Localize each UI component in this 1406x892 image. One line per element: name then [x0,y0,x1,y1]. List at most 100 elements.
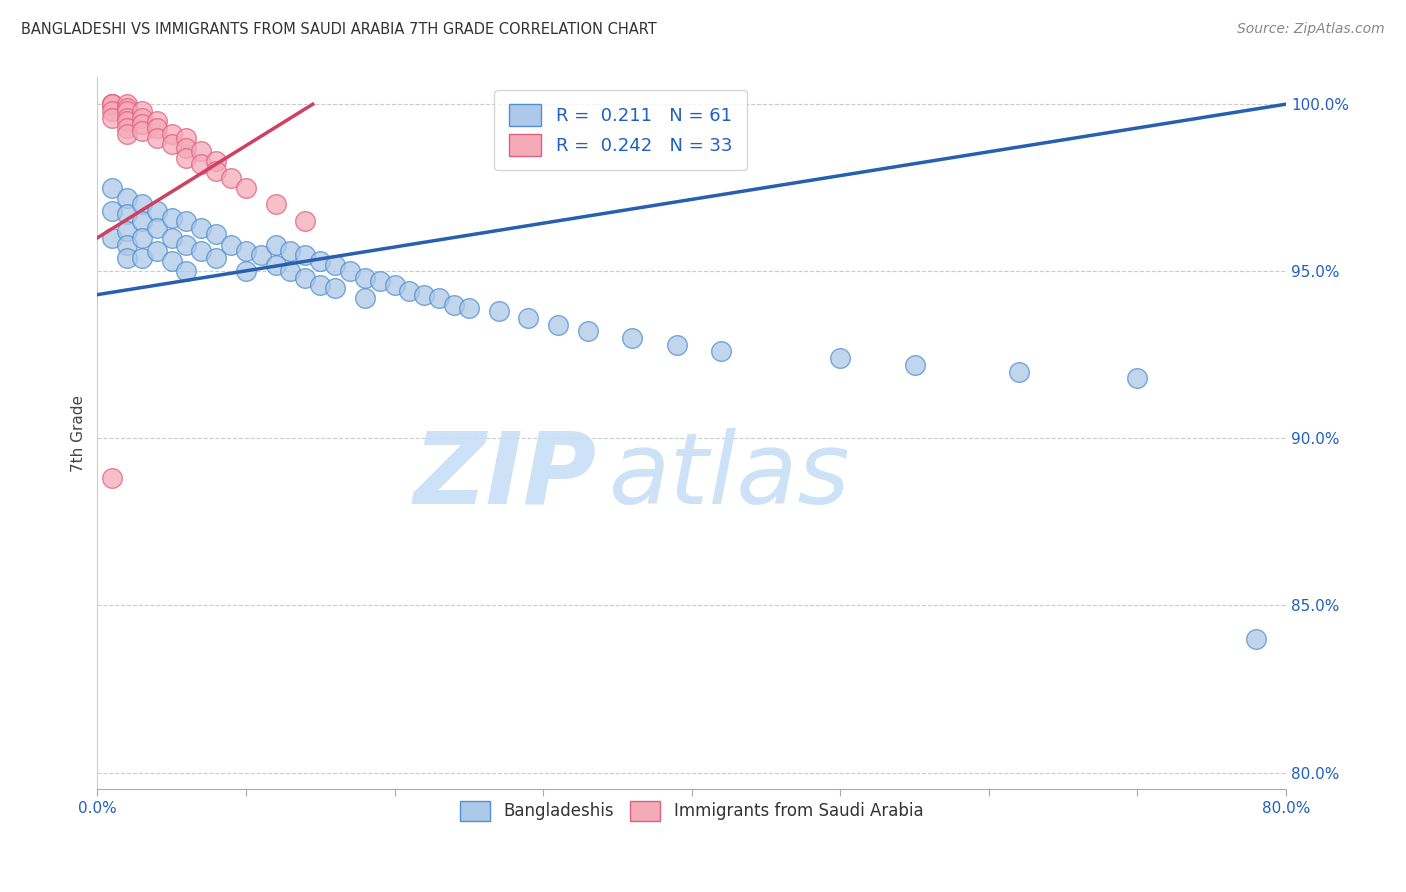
Text: atlas: atlas [609,427,851,524]
Point [190,144,212,158]
Point [176,237,198,252]
Point [190,157,212,171]
Point [101,231,124,245]
Point [131,214,153,228]
Point [1126,371,1149,385]
Point [115,191,138,205]
Point [115,97,138,112]
Point [249,247,271,261]
Point [160,231,183,245]
Point [176,264,198,278]
Point [176,140,198,154]
Point [443,298,465,312]
Point [576,325,599,339]
Point [235,180,257,194]
Text: Source: ZipAtlas.com: Source: ZipAtlas.com [1237,22,1385,37]
Point [101,97,124,112]
Point [101,97,124,112]
Point [264,258,287,272]
Point [205,164,228,178]
Point [146,120,169,135]
Point [160,211,183,225]
Point [115,114,138,128]
Point [427,291,450,305]
Point [457,301,479,315]
Point [1244,632,1267,646]
Point [368,274,391,288]
Point [339,264,361,278]
Point [160,137,183,152]
Point [190,244,212,259]
Point [294,214,316,228]
Point [115,224,138,238]
Point [665,338,688,352]
Point [190,220,212,235]
Point [131,231,153,245]
Point [264,197,287,211]
Point [830,351,852,366]
Y-axis label: 7th Grade: 7th Grade [72,395,86,472]
Point [517,311,540,326]
Point [488,304,510,318]
Point [115,120,138,135]
Point [294,247,316,261]
Point [101,97,124,112]
Point [280,244,302,259]
Point [146,220,169,235]
Point [294,271,316,285]
Point [131,251,153,265]
Point [323,258,346,272]
Point [219,237,242,252]
Point [115,101,138,115]
Point [115,251,138,265]
Point [101,471,124,485]
Point [323,281,346,295]
Point [398,285,420,299]
Point [547,318,569,332]
Point [131,197,153,211]
Text: ZIP: ZIP [413,427,596,524]
Point [101,111,124,125]
Point [101,180,124,194]
Point [353,291,375,305]
Point [146,204,169,219]
Point [115,111,138,125]
Point [131,117,153,131]
Point [115,207,138,221]
Point [131,103,153,118]
Point [101,103,124,118]
Legend: Bangladeshis, Immigrants from Saudi Arabia: Bangladeshis, Immigrants from Saudi Arab… [447,788,936,834]
Point [146,244,169,259]
Point [176,130,198,145]
Point [146,114,169,128]
Point [146,130,169,145]
Point [1007,364,1029,378]
Point [205,251,228,265]
Point [131,124,153,138]
Point [280,264,302,278]
Point [219,170,242,185]
Point [384,277,406,292]
Point [205,227,228,242]
Point [903,358,925,372]
Point [115,237,138,252]
Point [115,103,138,118]
Point [176,214,198,228]
Point [101,204,124,219]
Point [205,153,228,168]
Point [160,128,183,142]
Text: BANGLADESHI VS IMMIGRANTS FROM SAUDI ARABIA 7TH GRADE CORRELATION CHART: BANGLADESHI VS IMMIGRANTS FROM SAUDI ARA… [21,22,657,37]
Point [621,331,644,345]
Point [309,254,332,268]
Point [264,237,287,252]
Point [131,111,153,125]
Point [235,264,257,278]
Point [353,271,375,285]
Point [160,254,183,268]
Point [309,277,332,292]
Point [115,128,138,142]
Point [176,151,198,165]
Point [235,244,257,259]
Point [710,344,733,359]
Point [413,287,436,301]
